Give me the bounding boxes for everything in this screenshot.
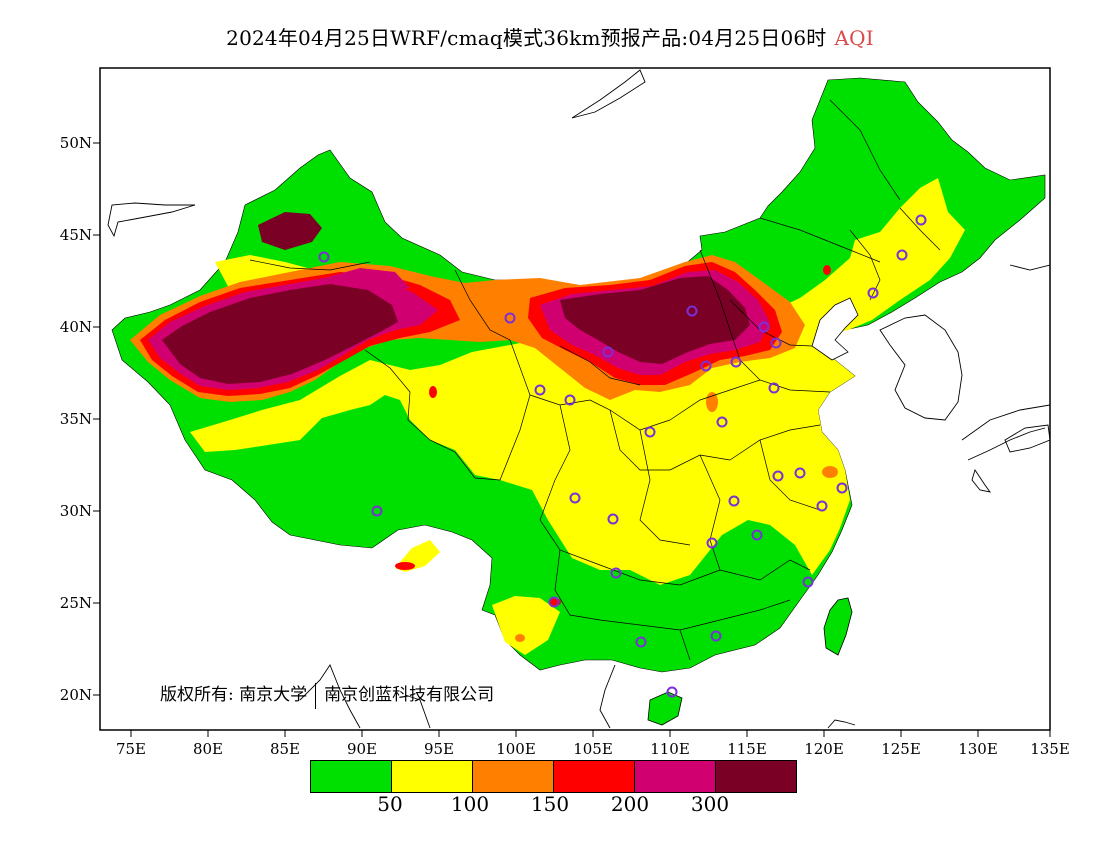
aqi-zone-hazardous-nw (258, 212, 322, 250)
aqi-zone-moderate-south (492, 596, 560, 655)
y-tick-label: 40N (59, 318, 92, 336)
y-tick-label: 35N (59, 410, 92, 428)
aqi-zone-hazardous (162, 284, 398, 384)
x-tick-label: 120E (804, 740, 844, 758)
map-canvas (100, 68, 1050, 730)
y-tick-label: 20N (59, 686, 92, 704)
province-boundaries (249, 99, 941, 661)
y-tick-label: 50N (59, 134, 92, 152)
legend-swatch (716, 761, 796, 792)
color-legend (310, 760, 797, 793)
map-title: 2024年04月25日WRF/cmaq模式36km预报产品:04月25日06时 A… (0, 22, 1100, 51)
x-tick-label: 90E (346, 740, 378, 758)
copyright-notice: 版权所有: 南京大学 南京创蓝科技有限公司 (160, 680, 494, 709)
x-tick-label: 135E (1030, 740, 1070, 758)
x-tick-label: 115E (727, 740, 767, 758)
title-variable: AQI (834, 26, 874, 50)
y-tick-label: 30N (59, 502, 92, 520)
x-tick-label: 95E (423, 740, 455, 758)
x-tick-label: 130E (958, 740, 998, 758)
legend-label: 300 (690, 792, 730, 816)
legend-swatch (392, 761, 473, 792)
legend-swatch (473, 761, 554, 792)
legend-label: 200 (610, 792, 650, 816)
copyright-company: 南京创蓝科技有限公司 (324, 685, 495, 705)
legend-label: 150 (530, 792, 570, 816)
y-tick-label: 25N (59, 594, 92, 612)
copyright-owner: 版权所有: 南京大学 (160, 685, 308, 705)
legend-label: 100 (450, 792, 490, 816)
legend-swatch (554, 761, 635, 792)
x-tick-label: 125E (881, 740, 921, 758)
x-tick-label: 100E (496, 740, 536, 758)
x-tick-label: 110E (650, 740, 690, 758)
x-tick-label: 85E (269, 740, 301, 758)
legend-swatch (311, 761, 392, 792)
axis-ticks (93, 142, 1051, 737)
x-tick-label: 75E (115, 740, 147, 758)
aqi-zone-hazardous-ne (560, 276, 750, 364)
x-tick-label: 80E (192, 740, 224, 758)
legend-swatch (635, 761, 716, 792)
bohai-sea (811, 297, 859, 361)
taiwan-island (823, 597, 853, 656)
legend-label: 50 (377, 792, 403, 816)
y-tick-label: 45N (59, 226, 92, 244)
neighbor-outlines (107, 69, 1050, 729)
city-markers (318, 214, 927, 698)
x-tick-label: 105E (573, 740, 613, 758)
map-frame (99, 67, 1051, 731)
copyright-divider (315, 682, 317, 709)
title-main: 2024年04月25日WRF/cmaq模式36km预报产品:04月25日06时 (226, 26, 827, 50)
